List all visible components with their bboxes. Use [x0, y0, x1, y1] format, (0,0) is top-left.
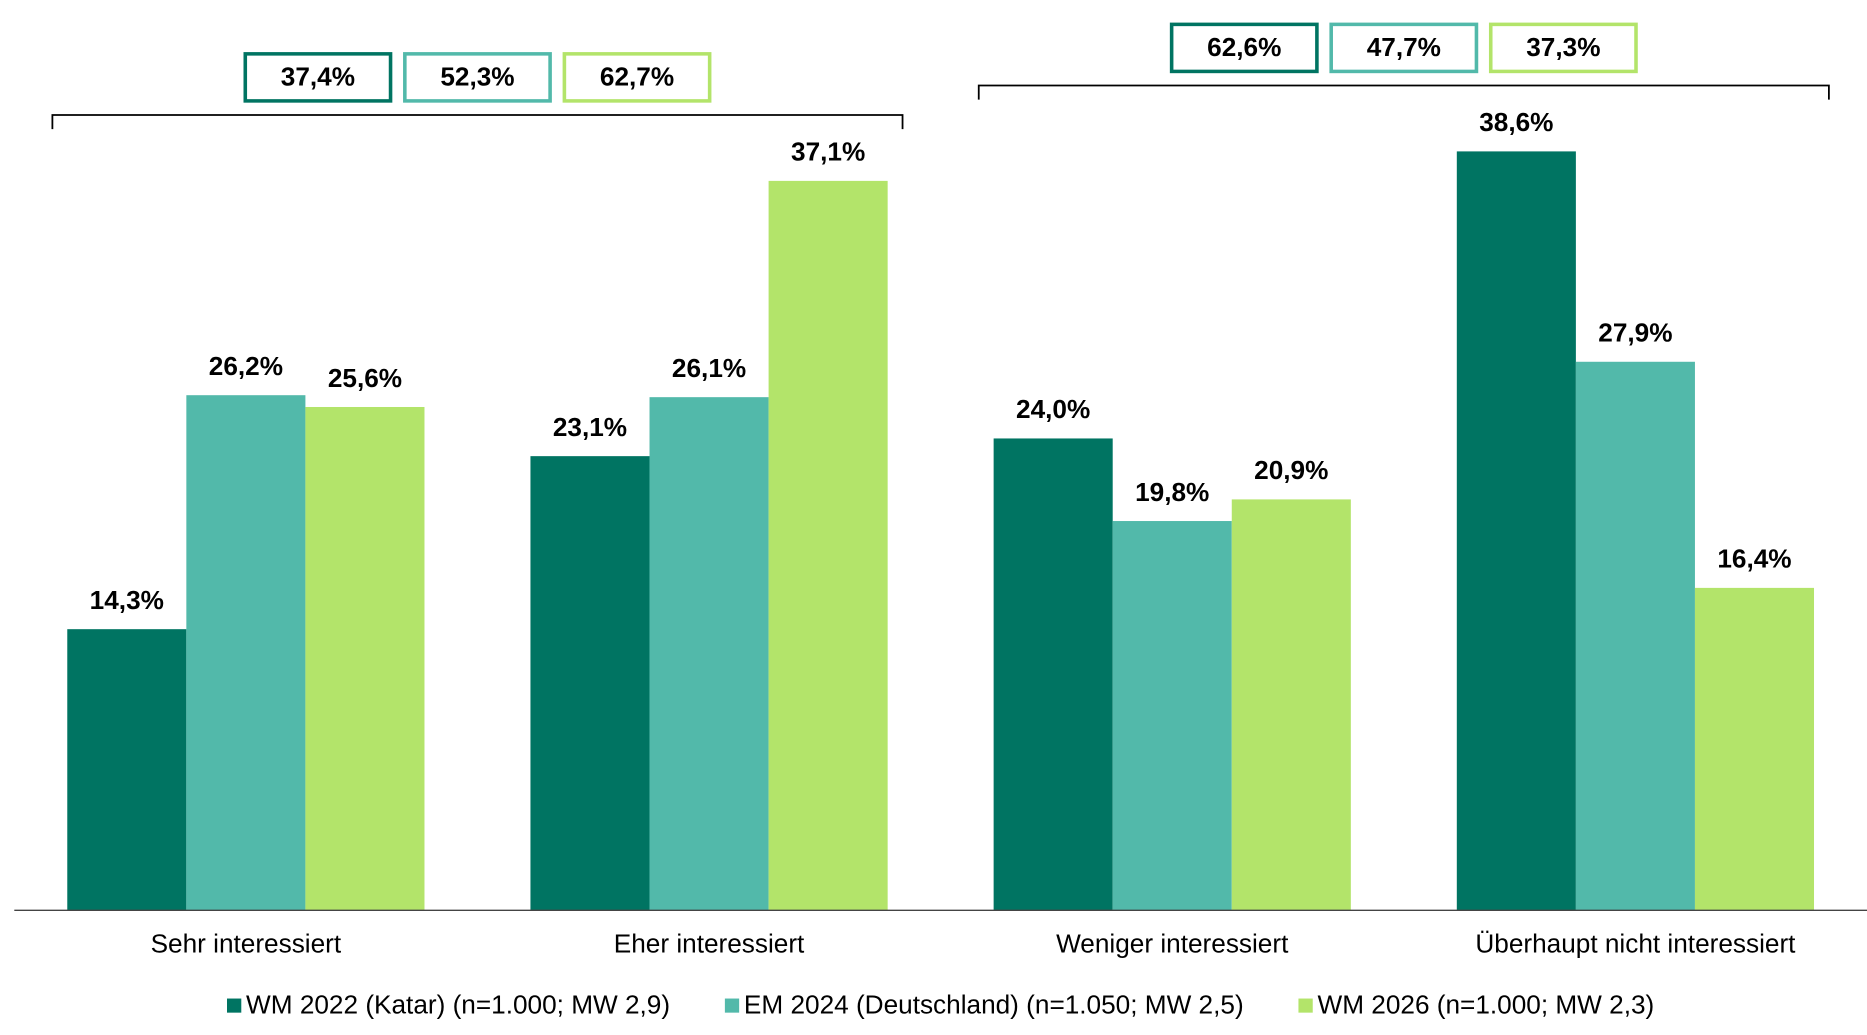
summary-label: 47,7%: [1367, 32, 1441, 62]
x-tick-label: Weniger interessiert: [1056, 929, 1289, 959]
bar: [649, 397, 769, 911]
bar: [1575, 361, 1695, 911]
summary-box: [1169, 22, 1319, 74]
summary-label: 37,4%: [281, 62, 355, 92]
value-label: 19,8%: [1135, 477, 1209, 507]
value-label: 26,1%: [672, 353, 746, 383]
x-tick-label: Sehr interessiert: [151, 929, 342, 959]
bar: [1456, 151, 1576, 911]
summary-box: [1329, 22, 1479, 74]
value-label: 37,1%: [791, 137, 865, 167]
bar: [1112, 521, 1232, 911]
bar: [1694, 587, 1815, 911]
summary-box: [403, 52, 552, 103]
x-tick-label: Eher interessiert: [614, 929, 805, 959]
value-label: 27,9%: [1598, 318, 1672, 348]
x-tick-label: Überhaupt nicht interessiert: [1475, 929, 1796, 959]
value-label: 26,2%: [209, 351, 283, 381]
summary-label: 62,7%: [600, 62, 674, 92]
bar: [186, 395, 306, 911]
summary-label: 52,3%: [440, 62, 514, 92]
legend-label: WM 2026 (n=1.000; MW 2,3): [1317, 990, 1654, 1020]
value-label: 20,9%: [1254, 455, 1328, 485]
summary-box: [1488, 22, 1638, 74]
summary-box: [562, 52, 712, 103]
legend-label: WM 2022 (Katar) (n=1.000; MW 2,9): [246, 990, 670, 1020]
legend: WM 2022 (Katar) (n=1.000; MW 2,9) EM 2024…: [227, 990, 1654, 1020]
bar: [305, 406, 425, 911]
bar: [67, 629, 187, 911]
bar: [1231, 499, 1351, 911]
legend-swatch: [724, 998, 740, 1013]
bracket: [51, 114, 904, 130]
bar: [993, 438, 1113, 911]
value-label: 25,6%: [328, 363, 402, 393]
legend-swatch: [227, 998, 242, 1013]
value-label: 24,0%: [1016, 394, 1090, 424]
bar: [768, 180, 888, 911]
value-label: 16,4%: [1717, 544, 1791, 574]
value-label: 23,1%: [553, 412, 627, 442]
legend-label: EM 2024 (Deutschland) (n=1.050; MW 2,5): [744, 990, 1244, 1020]
value-label: 14,3%: [90, 585, 164, 615]
bracket: [977, 84, 1830, 100]
value-label: 38,6%: [1479, 107, 1553, 137]
summary-label: 62,6%: [1207, 32, 1281, 62]
summary-box: [243, 52, 393, 103]
legend-swatch: [1298, 998, 1313, 1013]
summary-label: 37,3%: [1526, 32, 1600, 62]
bar: [530, 456, 650, 911]
